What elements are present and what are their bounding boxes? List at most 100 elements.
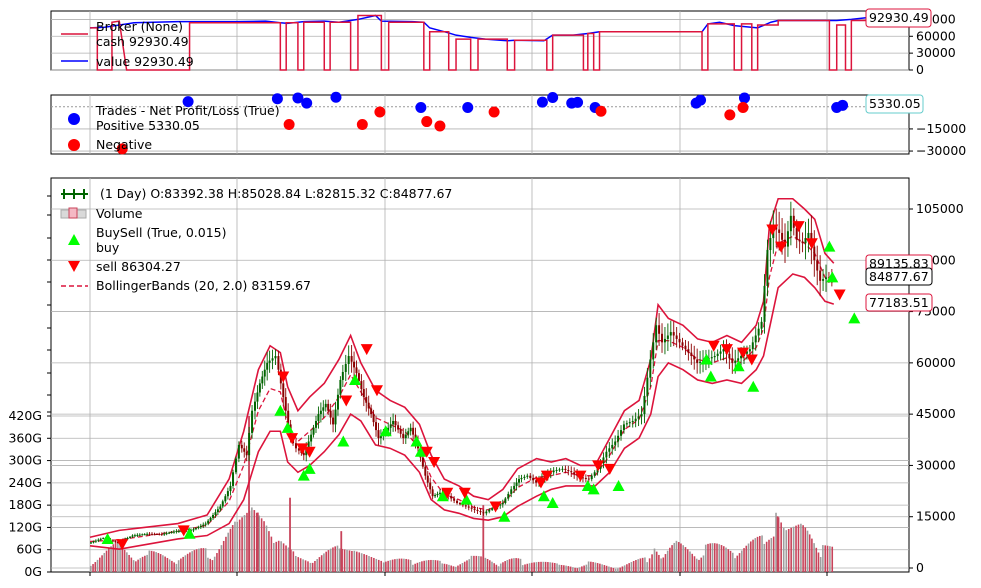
- buy-marker: [183, 527, 196, 539]
- negative-legend-marker: [68, 139, 80, 151]
- candle-body: [268, 360, 271, 363]
- candle-body: [719, 351, 722, 354]
- volume-bar: [747, 543, 750, 572]
- volume-bar: [480, 556, 482, 572]
- candle-body: [602, 457, 605, 464]
- candle-body: [518, 479, 521, 483]
- candle-body: [370, 408, 373, 415]
- candle-body: [394, 420, 397, 426]
- price-y-tick-label: 45000: [916, 406, 956, 421]
- volume-legend-icon-bar: [68, 207, 78, 219]
- candle-body: [593, 472, 596, 476]
- volume-bar: [734, 558, 736, 572]
- candle-body: [199, 525, 202, 527]
- volume-bar: [772, 536, 775, 572]
- volume-bar: [180, 558, 182, 572]
- volume-bar: [213, 556, 216, 572]
- volume-bar: [499, 563, 502, 572]
- volume-y-tick-label: 120G: [8, 519, 42, 534]
- volume-bar: [396, 558, 398, 572]
- candle-body: [587, 478, 590, 480]
- candle-body: [197, 526, 200, 529]
- candle-body: [658, 325, 661, 334]
- volume-bar: [110, 546, 112, 572]
- volume-bar: [461, 562, 464, 572]
- volume-bar: [486, 558, 489, 572]
- volume-bar: [204, 548, 207, 572]
- candle-body: [722, 349, 725, 352]
- candle-body: [482, 512, 485, 514]
- volume-y-tick-label: 240G: [8, 475, 42, 490]
- volume-bar: [302, 559, 304, 572]
- price-legend-buysell: BuySell (True, 0.015): [96, 225, 226, 240]
- volume-bar: [94, 562, 97, 572]
- volume-bar: [398, 558, 401, 572]
- candle-body: [515, 482, 518, 486]
- volume-bar: [797, 524, 800, 572]
- volume-bar: [225, 536, 227, 572]
- volume-bar: [430, 559, 432, 572]
- volume-bar: [621, 566, 624, 572]
- volume-bar: [644, 557, 646, 572]
- candle-body: [769, 238, 772, 251]
- sell-marker: [296, 443, 309, 455]
- volume-bar: [150, 550, 153, 572]
- candle-body: [663, 338, 666, 343]
- candle-body: [822, 279, 825, 281]
- candle-body: [421, 457, 424, 467]
- negative-trade-point: [595, 105, 607, 117]
- volume-bar: [457, 565, 459, 572]
- volume-bar: [468, 559, 471, 572]
- volume-y-tick-label: 300G: [8, 453, 42, 468]
- sell-marker: [540, 470, 553, 482]
- candle-body: [263, 369, 266, 377]
- sell-marker: [737, 347, 750, 359]
- volume-bar: [360, 553, 363, 572]
- volume-bar: [709, 543, 712, 572]
- candle-body: [409, 427, 412, 432]
- candle-body: [261, 376, 264, 384]
- volume-bar: [365, 554, 368, 572]
- bollinger-bands: [89, 197, 835, 551]
- volume-bar: [542, 561, 545, 572]
- candle-body: [461, 504, 464, 506]
- candle-body: [317, 414, 320, 421]
- volume-bar: [323, 553, 325, 572]
- volume-bar: [348, 550, 351, 572]
- positive-legend-marker: [68, 113, 80, 125]
- volume-bar: [549, 562, 551, 572]
- candle-body: [424, 466, 427, 476]
- volume-bar: [231, 525, 234, 572]
- candle-body: [404, 434, 407, 439]
- candle-body: [407, 431, 410, 435]
- volume-bar: [157, 553, 160, 572]
- price-y-tick-label: 105000: [916, 201, 964, 216]
- volume-bar: [497, 566, 500, 572]
- price-plot-frame: [50, 177, 910, 573]
- volume-bar: [318, 557, 321, 572]
- sell-marker: [833, 289, 846, 301]
- volume-bar: [648, 558, 651, 572]
- volume-bar: [817, 552, 820, 572]
- sell-marker: [574, 470, 587, 482]
- candle-body: [266, 362, 269, 370]
- volume-bar: [132, 560, 135, 572]
- volume-bar: [508, 559, 511, 572]
- bb-upper-tag-text: 89135.83: [869, 256, 929, 271]
- volume-bar: [829, 546, 831, 572]
- candle-body: [429, 482, 432, 490]
- volume-bar: [423, 560, 425, 572]
- volume-bar: [336, 545, 339, 572]
- volume-bar: [493, 563, 495, 572]
- volume-bar: [403, 558, 405, 572]
- positive-trade-point: [271, 93, 283, 105]
- candle-body: [504, 498, 507, 504]
- volume-bar: [265, 525, 268, 572]
- volume-bar: [193, 550, 196, 572]
- volume-bar: [824, 545, 827, 572]
- volume-bar: [761, 535, 763, 572]
- volume-bar: [373, 557, 375, 572]
- candle-body: [274, 356, 277, 359]
- volume-bar: [707, 543, 709, 572]
- buy-marker: [101, 532, 114, 544]
